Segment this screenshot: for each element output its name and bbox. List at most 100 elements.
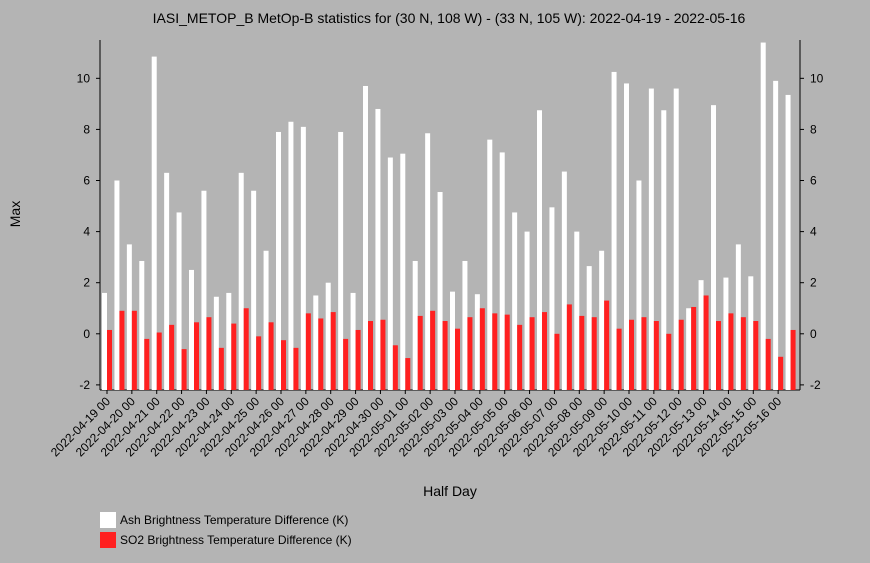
bar-so2 [579,315,585,390]
bar-so2 [293,347,299,390]
y-tick-label-right: 8 [810,122,817,136]
y-tick-label-right: 4 [810,225,817,239]
bar-ash [487,139,493,390]
bar-ash [773,80,779,390]
bar-ash [574,231,580,390]
bar-ash [748,276,754,390]
bar-ash [387,157,393,390]
bar-ash [276,131,281,390]
y-tick-label-left: 2 [83,276,90,290]
bar-so2 [691,306,697,390]
bar-ash [462,260,468,390]
bar-so2 [218,347,224,390]
bar-ash [263,250,269,390]
bar-ash [686,308,692,390]
bar-ash [400,153,406,390]
bar-so2 [281,340,286,390]
y-tick-label-left: 0 [83,327,90,341]
bar-so2 [716,321,721,390]
bar-so2 [181,349,187,390]
chart-title: IASI_METOP_B MetOp-B statistics for (30 … [153,10,746,26]
bar-so2 [144,338,150,390]
bar-so2 [194,322,199,390]
bar-ash [213,296,219,390]
bar-so2 [305,313,311,390]
bar-ash [698,280,704,390]
y-tick-label-left: 4 [83,225,90,239]
bar-so2 [417,315,423,390]
bar-ash [189,269,194,390]
y-axis-label: Max [7,201,23,227]
bar-ash [412,260,418,390]
bar-ash [624,83,629,390]
bar-ash [300,126,306,390]
bar-so2 [753,321,759,390]
bar-so2 [778,356,784,390]
bar-so2 [728,313,734,390]
bar-so2 [604,300,610,390]
bar-ash [599,250,605,390]
bar-so2 [678,319,684,390]
legend-item-ash: Ash Brightness Temperature Difference (K… [100,512,348,528]
bar-ash [673,88,679,390]
bar-ash [238,172,244,390]
bar-ash [437,192,443,390]
bar-so2 [231,323,237,390]
bar-ash [711,105,716,390]
bar-ash [251,190,257,390]
bar-so2 [554,333,560,390]
bar-so2 [455,328,460,390]
y-tick-label-right: 6 [810,174,817,188]
legend-swatch-ash [100,512,116,528]
bar-so2 [740,317,746,390]
legend-label-so2: SO2 Brightness Temperature Difference (K… [120,533,352,547]
bar-so2 [641,317,647,390]
bar-so2 [629,319,634,390]
bar-ash [226,292,232,390]
bar-ash [102,292,107,390]
y-tick-label-right: -2 [810,378,821,392]
bar-ash [151,56,157,391]
bar-so2 [467,317,473,390]
legend-label-ash: Ash Brightness Temperature Difference (K… [120,513,349,527]
bar-so2 [256,336,262,390]
bar-ash [735,244,741,390]
bar-so2 [330,312,336,390]
y-tick-label-right: 2 [810,276,817,290]
y-tick-label-right: 10 [810,71,824,85]
bar-ash [586,266,592,390]
bar-so2 [343,338,349,390]
bar-so2 [243,308,249,390]
bar-ash [561,171,567,390]
bar-so2 [206,317,212,390]
y-tick-label-left: 6 [83,174,90,188]
bar-so2 [107,329,112,390]
bar-so2 [529,317,535,390]
bar-ash [375,108,381,391]
y-tick-label-right: 0 [810,327,817,341]
bar-so2 [392,345,398,390]
bar-ash [723,277,729,390]
bar-so2 [131,310,137,390]
bar-so2 [566,304,572,390]
bar-so2 [542,312,547,390]
bar-so2 [492,313,498,390]
bar-ash [338,131,344,390]
bar-so2 [355,329,361,390]
bar-ash [313,295,319,390]
bar-ash [325,282,331,390]
bar-ash [114,180,120,390]
bar-ash [164,172,170,390]
bar-so2 [703,295,709,390]
bar-so2 [442,321,448,390]
bar-ash [350,292,356,390]
legend-swatch-so2 [100,532,116,548]
bar-ash [549,207,555,390]
bar-so2 [504,314,510,390]
bar-so2 [368,321,373,390]
bar-so2 [591,317,597,390]
bar-ash [760,42,766,390]
bar-so2 [380,319,386,390]
bar-ash [363,85,368,390]
bar-ash [636,180,642,390]
